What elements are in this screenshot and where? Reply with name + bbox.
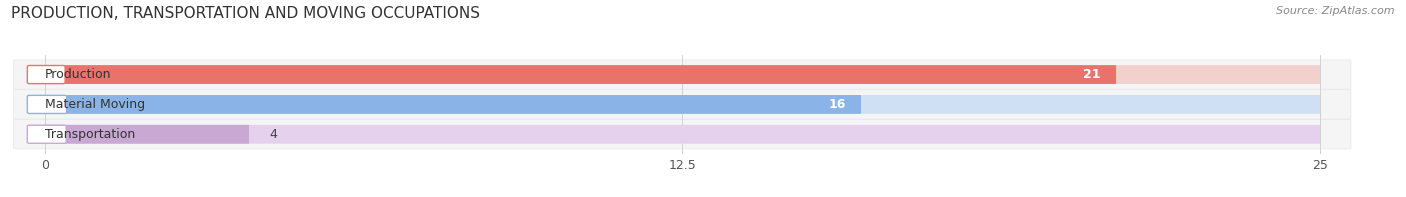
Text: Transportation: Transportation: [45, 128, 135, 141]
FancyBboxPatch shape: [27, 95, 66, 113]
Text: 21: 21: [1083, 68, 1101, 81]
FancyBboxPatch shape: [45, 125, 1320, 144]
FancyBboxPatch shape: [14, 90, 1351, 119]
FancyBboxPatch shape: [14, 120, 1351, 149]
FancyBboxPatch shape: [27, 65, 65, 84]
FancyBboxPatch shape: [27, 125, 66, 143]
Text: Production: Production: [45, 68, 111, 81]
Text: Source: ZipAtlas.com: Source: ZipAtlas.com: [1277, 6, 1395, 16]
Text: 4: 4: [269, 128, 277, 141]
FancyBboxPatch shape: [14, 60, 1351, 89]
FancyBboxPatch shape: [45, 95, 1320, 114]
Text: 16: 16: [828, 98, 845, 111]
FancyBboxPatch shape: [45, 65, 1116, 84]
FancyBboxPatch shape: [45, 125, 249, 144]
FancyBboxPatch shape: [45, 95, 860, 114]
Text: Material Moving: Material Moving: [45, 98, 145, 111]
FancyBboxPatch shape: [45, 65, 1320, 84]
Text: PRODUCTION, TRANSPORTATION AND MOVING OCCUPATIONS: PRODUCTION, TRANSPORTATION AND MOVING OC…: [11, 6, 481, 21]
